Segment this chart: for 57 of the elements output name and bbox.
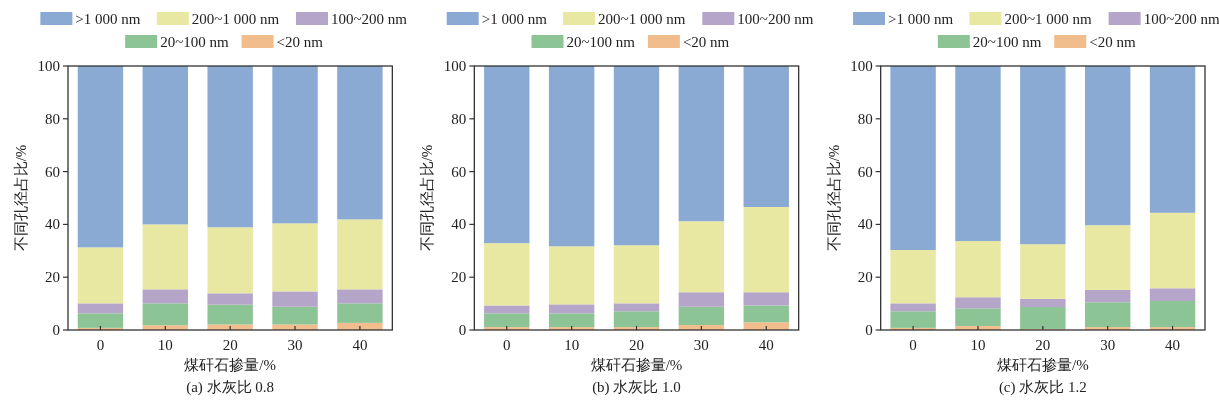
y-tick-label: 60 (451, 163, 467, 180)
y-tick-label: 20 (857, 269, 873, 286)
y-tick-label: 60 (45, 163, 60, 180)
x-tick-label: 10 (970, 337, 986, 353)
x-tick-label: 30 (693, 337, 709, 353)
x-axis-title: 煤矸石掺量/% (997, 357, 1089, 373)
legend-label: 100~200 nm (737, 11, 814, 27)
x-axis-title: 煤矸石掺量/% (184, 357, 276, 373)
legend-label: <20 nm (276, 34, 324, 50)
legend-label: 20~100 nm (566, 34, 636, 50)
y-tick-label: 40 (45, 216, 60, 233)
y-tick-label: 100 (37, 58, 60, 74)
x-tick-label: 40 (352, 337, 368, 353)
text: (c) 水灰比 1.2 (998, 379, 1087, 396)
x-tick-label: 0 (503, 337, 511, 353)
legend-label: <20 nm (1089, 34, 1136, 50)
x-tick-label: 10 (564, 337, 580, 353)
y-tick-label: 0 (458, 322, 467, 338)
x-tick-label: 30 (287, 337, 303, 353)
legend-label: 100~200 nm (1143, 11, 1219, 27)
x-tick-label: 20 (629, 337, 644, 353)
text: (b) 水灰比 1.0 (592, 379, 681, 396)
y-tick-label: 20 (451, 269, 467, 286)
y-tick-label: 0 (52, 322, 60, 338)
y-tick-label: 100 (850, 58, 873, 74)
y-tick-label: 80 (857, 110, 873, 127)
legend-label: 200~1 000 nm (598, 11, 686, 27)
x-tick-label: 40 (1165, 337, 1181, 353)
legend-label: >1 000 nm (481, 11, 548, 27)
x-tick-label: 0 (96, 337, 105, 353)
x-tick-label: 30 (1100, 337, 1116, 353)
y-tick-label: 60 (857, 163, 873, 180)
legend-label: >1 000 nm (75, 11, 141, 27)
x-tick-label: 20 (222, 337, 238, 353)
legend-label: >1 000 nm (888, 11, 954, 27)
legend-label: 20~100 nm (972, 34, 1042, 50)
y-axis-title: 不同孔径占比/% (13, 144, 29, 252)
y-tick-label: 20 (45, 269, 60, 286)
y-tick-label: 40 (857, 216, 873, 233)
legend-label: 200~1 000 nm (191, 11, 280, 27)
x-tick-label: 0 (909, 337, 917, 353)
x-axis-title: 煤矸石掺量/% (590, 357, 683, 373)
legend-label: 200~1 000 nm (1004, 11, 1093, 27)
y-tick-label: 80 (451, 110, 467, 127)
y-tick-label: 100 (443, 58, 467, 74)
legend-label: 100~200 nm (330, 11, 408, 27)
y-tick-label: 80 (45, 110, 60, 127)
y-axis-title: 不同孔径占比/% (825, 144, 842, 252)
legend-label: 20~100 nm (160, 34, 230, 50)
y-tick-label: 0 (865, 322, 873, 338)
y-tick-label: 40 (451, 216, 467, 233)
x-tick-label: 10 (157, 337, 173, 353)
legend-label: <20 nm (682, 34, 730, 50)
text: (a) 水灰比 0.8 (186, 379, 275, 396)
x-tick-label: 40 (758, 337, 774, 353)
x-tick-label: 20 (1035, 337, 1051, 353)
y-axis-title: 不同孔径占比/% (419, 144, 436, 252)
